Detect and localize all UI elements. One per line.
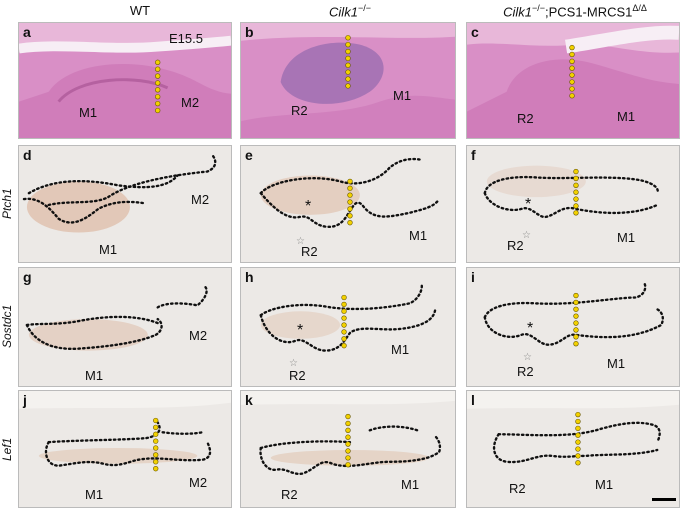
label-m2: M2	[189, 475, 208, 490]
panel-letter: l	[471, 392, 475, 408]
panel-letter: h	[245, 269, 254, 285]
panel-b: b R2 M1	[240, 22, 456, 139]
marker-dots-b	[345, 35, 351, 89]
label-m1: M1	[617, 230, 636, 245]
panel-letter: b	[245, 24, 254, 40]
scale-bar	[652, 498, 676, 501]
marker-dots-c	[569, 44, 575, 99]
panel-e: e * ☆ R2 M1	[240, 145, 456, 263]
panel-letter: g	[23, 269, 32, 285]
panel-h: h * ☆ R2 M1	[240, 267, 456, 387]
row-label-lef1: Lef1	[0, 437, 14, 461]
label-r2: R2	[517, 364, 534, 379]
panel-letter: a	[23, 24, 31, 40]
panel-letter: c	[471, 24, 479, 40]
panel-letter: f	[471, 147, 476, 163]
label-m2: M2	[191, 192, 210, 207]
star-icon: ☆	[296, 236, 305, 247]
label-m1: M1	[401, 477, 420, 492]
stage-label: E15.5	[169, 31, 203, 46]
label-r2: R2	[291, 103, 308, 118]
marker-dots-j	[153, 417, 159, 472]
panel-letter: j	[23, 392, 27, 408]
row-label-sostdc1: Sostdc1	[0, 304, 14, 348]
marker-dots-f	[573, 168, 579, 216]
marker-dots-e	[347, 178, 353, 226]
asterisk-marker: *	[527, 320, 534, 337]
asterisk-marker: *	[525, 196, 532, 213]
row-label-ptch1: Ptch1	[0, 188, 14, 220]
label-m1: M1	[85, 368, 104, 383]
label-m1: M1	[607, 356, 626, 371]
panel-letter: i	[471, 269, 475, 285]
panel-d: d M1 M2	[18, 145, 232, 263]
star-icon: ☆	[289, 358, 298, 369]
panel-c: c R2 M1	[466, 22, 680, 139]
panel-f: f * ☆ R2 M1	[466, 145, 680, 263]
asterisk-marker: *	[297, 322, 304, 339]
column-header-cilk1-ko-pcs1: Cilk1−/−;PCS1-MRCS1Δ/Δ	[503, 3, 647, 20]
panel-letter: d	[23, 147, 32, 163]
label-r2: R2	[289, 368, 306, 383]
panel-j: j M1 M2	[18, 390, 232, 508]
asterisk-marker: *	[305, 198, 312, 215]
label-m2: M2	[181, 95, 200, 110]
column-header-cilk1-ko: Cilk1−/−	[329, 3, 371, 20]
label-m1: M1	[99, 242, 118, 257]
marker-dots-k	[345, 413, 351, 468]
star-icon: ☆	[522, 230, 531, 241]
marker-dots-i	[573, 292, 579, 347]
label-r2: R2	[281, 487, 298, 502]
panel-k: k R2 M1	[240, 390, 456, 508]
label-m1: M1	[391, 342, 410, 357]
label-r2: R2	[301, 244, 318, 259]
marker-dots-a	[155, 59, 161, 114]
panel-letter: e	[245, 147, 253, 163]
label-m1: M1	[617, 109, 636, 124]
panel-i: i * ☆ R2 M1	[466, 267, 680, 387]
label-m1: M1	[595, 477, 614, 492]
panel-l: l R2 M1	[466, 390, 680, 508]
marker-dots-l	[575, 411, 581, 466]
panel-letter: k	[245, 392, 253, 408]
label-r2: R2	[507, 238, 524, 253]
column-header-wt: WT	[129, 3, 151, 18]
panel-g: g M1 M2	[18, 267, 232, 387]
label-m1: M1	[409, 228, 428, 243]
marker-dots-h	[341, 294, 347, 349]
star-icon: ☆	[523, 352, 532, 363]
label-m1: M1	[393, 88, 412, 103]
label-m2: M2	[189, 328, 208, 343]
label-r2: R2	[509, 481, 526, 496]
label-m1: M1	[85, 487, 104, 502]
label-r2: R2	[517, 111, 534, 126]
label-m1: M1	[79, 105, 98, 120]
panel-a: a E15.5 M1 M2	[18, 22, 232, 139]
